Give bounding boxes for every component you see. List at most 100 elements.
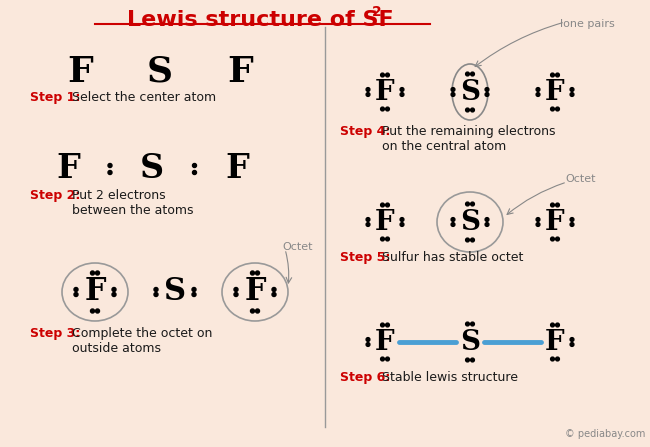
Circle shape [400,218,404,221]
Circle shape [536,93,540,97]
Circle shape [381,73,384,77]
Circle shape [255,271,259,275]
Circle shape [90,309,94,313]
Circle shape [385,107,389,111]
Circle shape [366,342,370,346]
Circle shape [471,238,474,242]
Circle shape [385,203,389,207]
Circle shape [112,292,116,296]
Circle shape [485,93,489,97]
Circle shape [96,309,99,313]
Circle shape [366,223,370,226]
Text: F: F [56,152,80,186]
Circle shape [366,337,370,342]
Circle shape [465,108,469,112]
Circle shape [154,292,158,296]
Text: Stable lewis structure: Stable lewis structure [382,371,518,384]
Circle shape [551,237,554,241]
Circle shape [465,322,469,326]
Circle shape [400,88,404,91]
Circle shape [570,223,574,226]
Circle shape [570,93,574,97]
Text: Step 5:: Step 5: [340,251,391,264]
Circle shape [381,357,384,361]
Circle shape [90,271,94,275]
Circle shape [255,309,259,313]
Circle shape [556,203,560,207]
Text: F: F [375,208,395,236]
Circle shape [385,357,389,361]
Text: F: F [84,277,106,308]
Text: Step 6:: Step 6: [340,371,390,384]
Circle shape [385,237,389,241]
Circle shape [536,223,540,226]
Circle shape [381,107,384,111]
Circle shape [556,237,560,241]
Circle shape [451,223,455,226]
Circle shape [485,88,489,91]
Circle shape [471,202,474,206]
Circle shape [570,337,574,342]
Text: F: F [375,79,395,105]
Circle shape [556,357,560,361]
Circle shape [366,93,370,97]
Circle shape [192,164,196,168]
Circle shape [366,88,370,91]
Text: Step 3:: Step 3: [30,327,80,340]
Circle shape [485,223,489,226]
Circle shape [471,358,474,362]
Circle shape [250,271,255,275]
Text: Complete the octet on
outside atoms: Complete the octet on outside atoms [72,327,213,355]
Circle shape [234,292,238,296]
Circle shape [570,88,574,91]
Circle shape [74,292,78,296]
Circle shape [272,292,276,296]
Circle shape [192,287,196,291]
Circle shape [471,72,474,76]
Circle shape [570,218,574,221]
Circle shape [192,170,196,174]
Circle shape [465,72,469,76]
Text: Step 4:: Step 4: [340,125,391,138]
Circle shape [551,323,554,327]
Text: Put the remaining electrons
on the central atom: Put the remaining electrons on the centr… [382,125,556,153]
Text: S: S [140,152,164,186]
Text: Octet: Octet [565,174,595,184]
Text: © pediabay.com: © pediabay.com [565,429,645,439]
Circle shape [272,287,276,291]
Circle shape [471,108,474,112]
Circle shape [108,164,112,168]
Circle shape [400,93,404,97]
Text: lone pairs: lone pairs [560,19,615,29]
Circle shape [485,218,489,221]
Text: 2: 2 [372,5,382,19]
Text: Step 2:: Step 2: [30,189,81,202]
Circle shape [451,88,455,91]
Circle shape [556,107,560,111]
Text: F: F [244,277,266,308]
Text: Sulfur has stable octet: Sulfur has stable octet [382,251,523,264]
Text: Put 2 electrons
between the atoms: Put 2 electrons between the atoms [72,189,194,217]
Circle shape [154,287,158,291]
Circle shape [551,357,554,361]
Circle shape [570,342,574,346]
Text: F: F [545,79,565,105]
Circle shape [551,203,554,207]
Circle shape [192,292,196,296]
Circle shape [451,218,455,221]
Circle shape [381,323,384,327]
Text: S: S [147,55,173,89]
Circle shape [471,322,474,326]
Text: S: S [460,79,480,105]
Circle shape [234,287,238,291]
Circle shape [551,73,554,77]
Circle shape [465,358,469,362]
Text: Step 1:: Step 1: [30,91,81,104]
Text: F: F [375,329,395,355]
Circle shape [556,323,560,327]
Circle shape [96,271,99,275]
Text: F: F [225,152,249,186]
Text: Octet: Octet [282,242,313,252]
Text: F: F [227,55,253,89]
Circle shape [556,73,560,77]
